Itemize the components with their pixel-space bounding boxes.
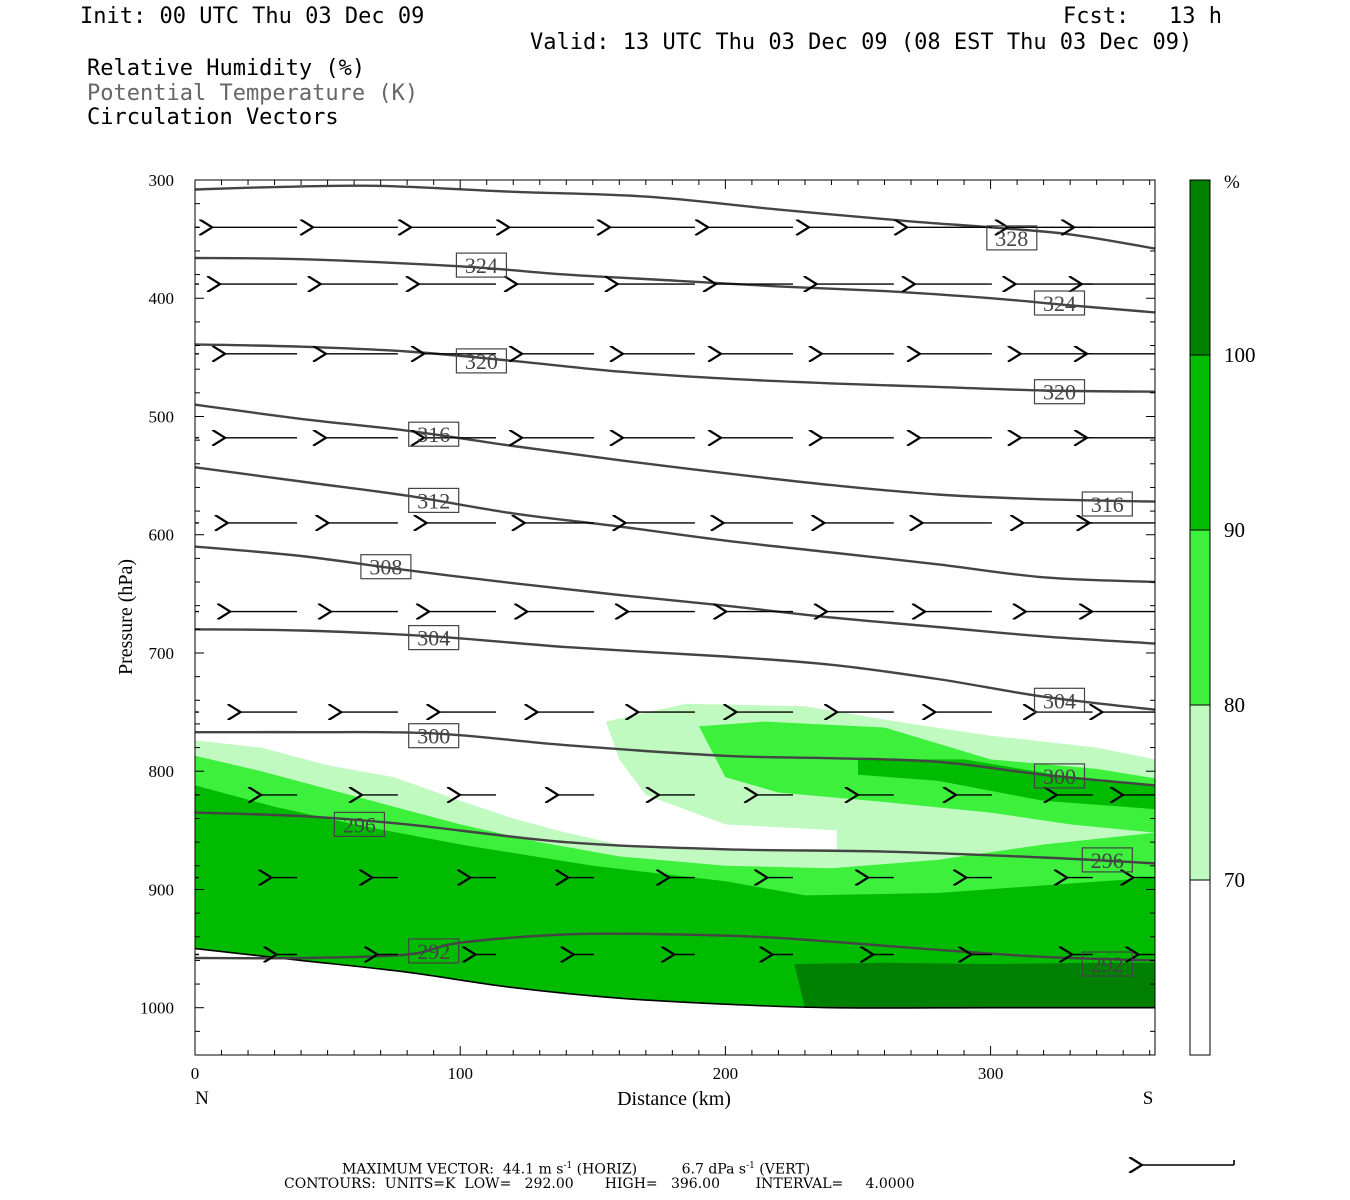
contour-label-box: [1033, 290, 1086, 316]
colorbar-label: 90: [1224, 518, 1245, 542]
contour-label-box: [986, 225, 1038, 251]
x-tick-label: 0: [191, 1064, 200, 1083]
field-rh-label: Relative Humidity (%): [87, 56, 366, 81]
rh-shading: [195, 703, 1155, 1008]
contour-label-box: [360, 554, 412, 580]
init-time: Init: 00 UTC Thu 03 Dec 09: [80, 4, 425, 29]
y-axis-label: Pressure (hPa): [115, 559, 137, 675]
contour-label-box: [1033, 687, 1086, 713]
theta-contour-292: [195, 932, 1155, 962]
plot-frame: [194, 179, 1156, 1056]
axes: 300 400 500 600 700 800 900 1000 0 100 200 300: [140, 171, 1155, 1083]
colorbar-label: 80: [1224, 693, 1245, 717]
ground-line: [195, 947, 1155, 1009]
contour-label: 292: [1091, 952, 1124, 977]
contour-label-box: [408, 938, 460, 964]
rh-colorbar: 70 80 90 100%: [1189, 172, 1256, 1056]
contour-label-box: [408, 723, 460, 749]
contour-label-box: [1081, 847, 1133, 873]
colorbar-swatch: [1190, 180, 1210, 355]
contour-label-box: [333, 811, 385, 838]
colorbar-frame: [1189, 179, 1211, 1056]
y-tick-label: 400: [149, 289, 175, 308]
x-tick-label: 100: [447, 1064, 473, 1083]
colorbar-swatch: [1190, 705, 1210, 880]
colorbar-swatch: [1190, 530, 1210, 705]
theta-contour-308: [195, 545, 1155, 645]
y-tick-label: 800: [149, 762, 175, 781]
x-tick-label: 200: [713, 1064, 739, 1083]
y-tick-label: 900: [149, 880, 175, 899]
theta-contour-328: [195, 184, 1155, 250]
colorbar-swatch: [1190, 355, 1210, 530]
theta-contours: [195, 184, 1155, 1009]
contour-label: 296: [1091, 848, 1124, 873]
contour-label-box: [408, 487, 460, 513]
contour-label: 328: [995, 226, 1028, 251]
contour-label-box: [408, 421, 460, 447]
x-tick-label: 300: [978, 1064, 1004, 1083]
north-end-label: N: [195, 1088, 209, 1109]
contour-label: 316: [1091, 492, 1124, 517]
contour-label: 308: [369, 555, 402, 580]
south-end-label: S: [1143, 1088, 1154, 1109]
theta-contour-300: [195, 730, 1155, 787]
rh-region-90: [195, 785, 1155, 1008]
contour-label: 324: [1043, 291, 1076, 316]
colorbar-label: 100: [1224, 343, 1256, 367]
valid-time: Valid: 13 UTC Thu 03 Dec 09 (08 EST Thu …: [530, 30, 1193, 55]
colorbar-swatch: [1190, 880, 1210, 1055]
contour-label-box: [1033, 379, 1086, 405]
contour-label: 320: [1043, 380, 1076, 405]
contour-label-box: [408, 624, 460, 651]
contour-label: 316: [417, 422, 450, 447]
field-vectors-label: Circulation Vectors: [87, 105, 339, 130]
max-vector-line: MAXIMUM VECTOR: 44.1 m s-1 (HORIZ) 6.7 d…: [342, 1161, 811, 1178]
contour-label-box: [1081, 491, 1133, 517]
contour-labels: 328 324 324 320 320 316 316 312 308 304 304 300 300 2…: [333, 225, 1133, 977]
rh-region-90: [858, 759, 1155, 810]
reference-vector-icon: [1142, 1160, 1235, 1165]
y-tick-label: 500: [149, 407, 175, 426]
forecast-hour: Fcst: 13 h: [1063, 4, 1222, 29]
rh-region-100: [794, 962, 1155, 1008]
colorbar-unit: %: [1224, 172, 1240, 193]
contours-summary-line: CONTOURS: UNITS=K LOW= 292.00 HIGH= 396.…: [284, 1176, 915, 1192]
y-tick-label: 1000: [140, 999, 174, 1018]
contour-label: 324: [465, 253, 498, 278]
x-axis-label: Distance (km): [617, 1088, 731, 1110]
colorbar-label: 70: [1224, 868, 1245, 892]
contour-label: 320: [465, 349, 498, 374]
contour-label-box: [1033, 763, 1086, 789]
contour-label-box: [455, 252, 507, 278]
contour-label: 312: [417, 488, 450, 513]
y-tick-label: 700: [149, 644, 175, 663]
theta-contour-304: [195, 628, 1155, 711]
theta-contour-312: [195, 466, 1155, 584]
circulation-vectors: [195, 227, 1155, 954]
contour-label: 304: [1043, 688, 1076, 713]
contour-label: 292: [417, 939, 450, 964]
y-tick-label: 600: [149, 526, 175, 545]
contour-label: 300: [1043, 764, 1076, 789]
theta-contour-316: [195, 403, 1155, 503]
y-tick-label: 300: [149, 171, 175, 190]
contour-label: 304: [417, 626, 450, 651]
theta-contour-296: [195, 811, 1155, 865]
theta-contour-324: [195, 256, 1155, 314]
theta-contour-320: [195, 343, 1155, 393]
contour-label: 296: [343, 812, 376, 837]
contour-label-box: [1081, 951, 1133, 977]
contour-label-box: [455, 348, 507, 374]
field-theta-label: Potential Temperature (K): [87, 81, 419, 106]
contour-label: 300: [417, 724, 450, 749]
